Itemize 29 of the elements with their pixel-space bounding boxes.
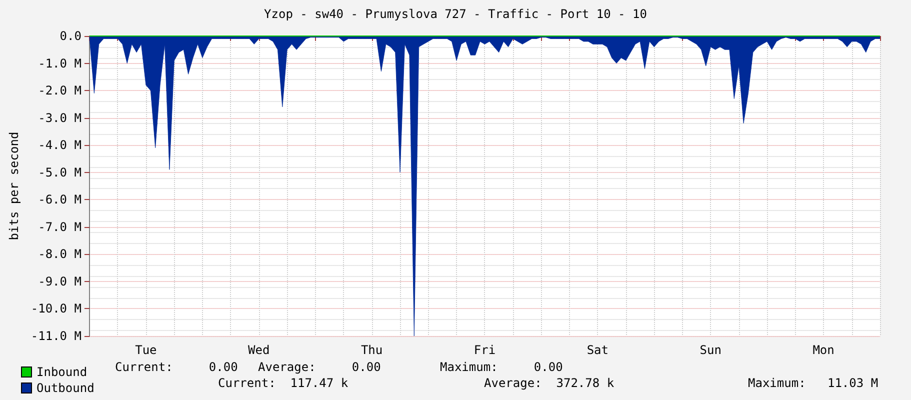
text: Maximum: 11.03 M	[748, 376, 878, 390]
x-tick-label: Thu	[360, 343, 383, 357]
text: Average: 372.78 k	[484, 376, 615, 390]
chart-title: Yzop - sw40 - Prumyslova 727 - Traffic - Port 10 - 10	[264, 7, 647, 21]
y-tick-label: -3.0 M	[38, 110, 82, 125]
x-tick-label: Tue	[135, 343, 157, 357]
y-tick-label: -1.0 M	[38, 56, 82, 70]
y-tick-label: -5.0 M	[38, 165, 82, 180]
text: Average: 0.00	[258, 360, 381, 374]
y-tick-label: -9.0 M	[38, 274, 82, 288]
y-tick-label: -10.0 M	[30, 302, 82, 316]
y-tick-label: -7.0 M	[38, 220, 82, 234]
text: Current: 0.00	[115, 360, 238, 374]
y-tick-label: -6.0 M	[38, 192, 82, 207]
y-tick-label: -11.0 M	[30, 329, 82, 343]
y-tick-label: 0.0	[60, 29, 82, 43]
y-tick-label: -2.0 M	[38, 84, 82, 98]
text: Maximum: 0.00	[440, 360, 563, 374]
x-tick-label: Sat	[586, 343, 609, 357]
x-tick-label: Mon	[812, 343, 834, 357]
x-tick-label: Wed	[248, 343, 270, 357]
y-tick-label: -4.0 M	[38, 138, 82, 152]
y-tick-label: -8.0 M	[38, 247, 82, 262]
legend-label: Inbound	[36, 365, 88, 379]
legend-label: Outbound	[36, 381, 94, 395]
x-tick-label: Fri	[474, 343, 496, 357]
text: Current: 117.47 k	[218, 376, 349, 390]
x-tick-label: Sun	[700, 343, 722, 357]
y-axis-title: bits per second	[7, 132, 21, 240]
